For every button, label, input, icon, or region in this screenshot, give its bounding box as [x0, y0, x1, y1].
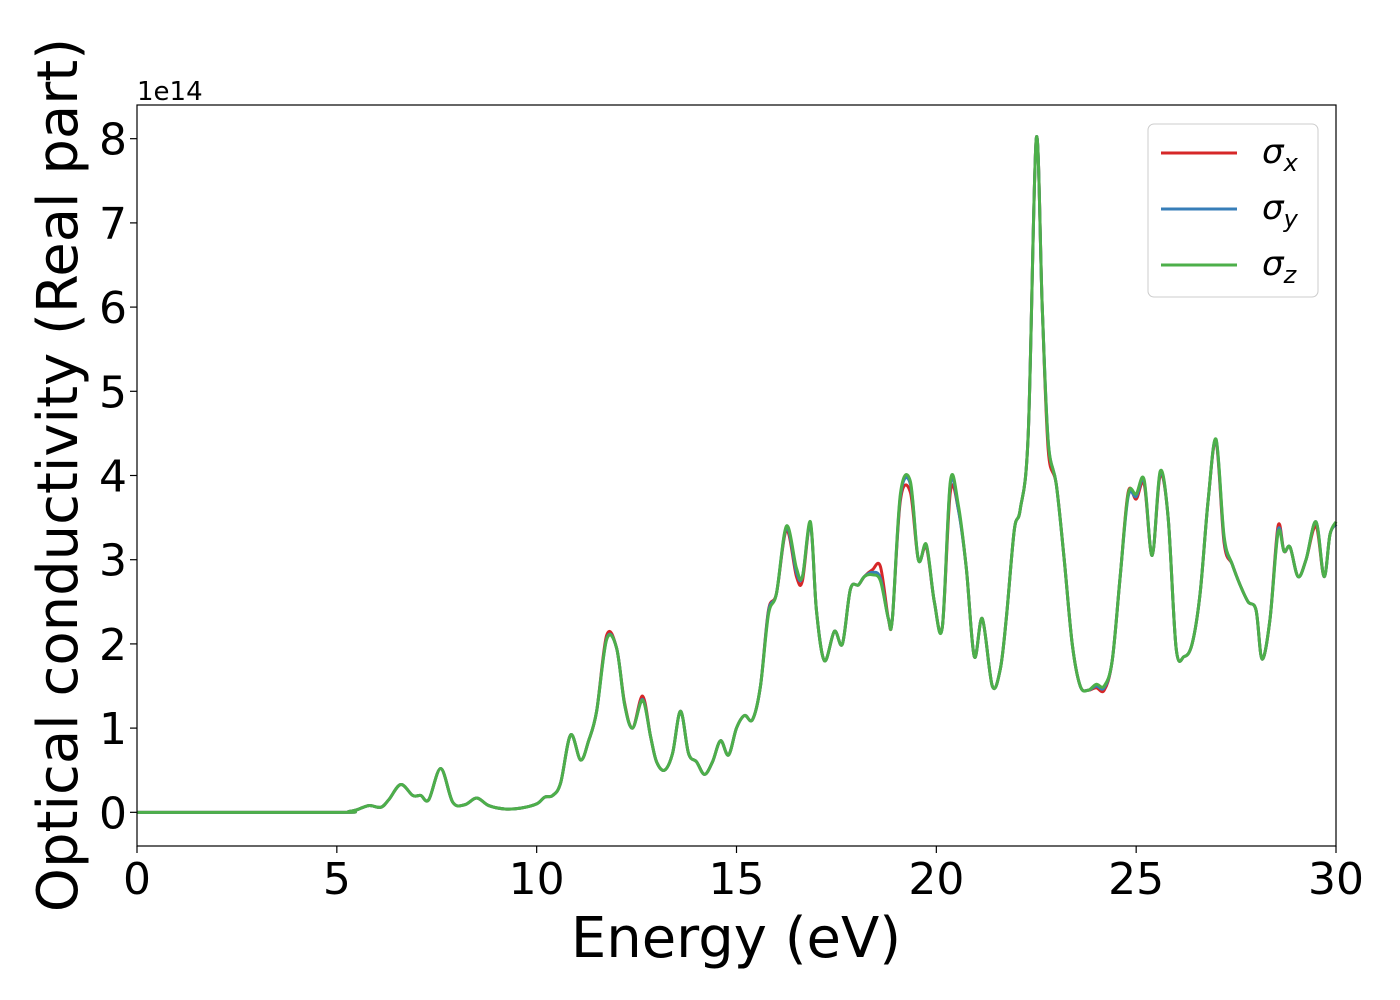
series-layer	[136, 135, 1338, 814]
y-tick-label: 1	[99, 704, 127, 755]
x-tick-label: 5	[323, 854, 351, 905]
x-tick-label: 25	[1108, 854, 1164, 905]
legend-label-2: σy	[1262, 188, 1299, 233]
x-tick-label: 30	[1308, 854, 1364, 905]
series-line-3	[136, 135, 1338, 814]
y-axis-label: Optical conductivity (Real part)	[26, 38, 91, 912]
legend-label-3: σz	[1262, 244, 1298, 289]
y-offset-text: 1e14	[137, 77, 203, 107]
y-tick-label: 4	[99, 452, 127, 503]
y-tick-label: 0	[99, 788, 127, 839]
y-tick-label: 8	[99, 115, 127, 166]
y-tick-label: 6	[99, 283, 127, 334]
x-tick-label: 10	[509, 854, 565, 905]
x-axis-ticks: 0 5 10 15 20 25 30	[123, 846, 1364, 905]
y-tick-label: 2	[99, 620, 127, 671]
x-axis-label: Energy (eV)	[571, 906, 901, 971]
x-tick-label: 0	[123, 854, 151, 905]
legend: σx σy σz	[1147, 123, 1319, 298]
x-tick-label: 20	[908, 854, 964, 905]
y-tick-label: 5	[99, 367, 127, 418]
y-tick-label: 3	[99, 536, 127, 587]
y-tick-label: 7	[99, 199, 127, 250]
plot-area	[137, 105, 1336, 846]
x-tick-label: 15	[709, 854, 765, 905]
y-axis-ticks: 0 1 2 3 4 5 6 7 8	[99, 115, 137, 839]
legend-label-1: σx	[1262, 132, 1299, 177]
